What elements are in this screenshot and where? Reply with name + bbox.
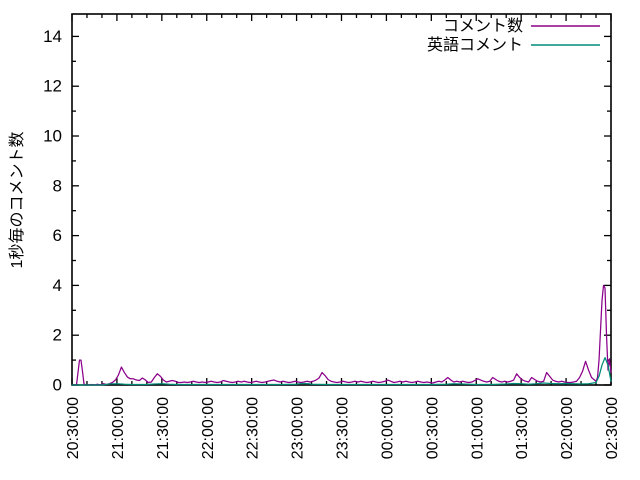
x-tick-label: 01:30:00 [514,397,531,459]
legend-label-1: 英語コメント [427,36,523,54]
x-tick-label: 00:30:00 [424,397,441,459]
x-tick-label: 23:00:00 [290,397,307,459]
plot-frame [71,13,612,386]
x-tick-label: 21:30:00 [155,397,172,459]
y-tick-label: 14 [43,27,62,46]
x-tick-label: 01:00:00 [469,397,486,459]
y-tick-label: 10 [43,126,62,145]
y-tick-label: 12 [43,77,62,96]
x-tick-label: 02:00:00 [559,397,576,459]
x-tick-label: 00:00:00 [379,397,396,459]
x-tick-label: 02:30:00 [604,397,621,459]
y-axis-title: 1秒毎のコメント数 [8,132,26,269]
y-tick-label: 6 [53,226,62,245]
x-tick-label: 20:30:00 [65,397,82,459]
y-tick-label: 8 [53,176,62,195]
series-lines [71,284,612,386]
y-tick-label: 0 [53,375,62,394]
series-line-1 [71,356,612,386]
y-tick-label: 4 [53,276,62,295]
x-tick-label: 22:00:00 [200,397,217,459]
x-axis: 20:30:00 21:00:00 21:30:00 22:00:00 22:30:00… [65,14,621,459]
x-tick-label: 23:30:00 [335,397,352,459]
y-tick-label: 2 [53,326,62,345]
y-axis: 0 2 4 6 8 10 12 14 [43,27,611,394]
x-tick-label: 21:00:00 [110,397,127,459]
legend-label-0: コメント数 [443,17,523,35]
x-tick-label: 22:30:00 [245,397,262,459]
series-line-0 [71,284,612,386]
